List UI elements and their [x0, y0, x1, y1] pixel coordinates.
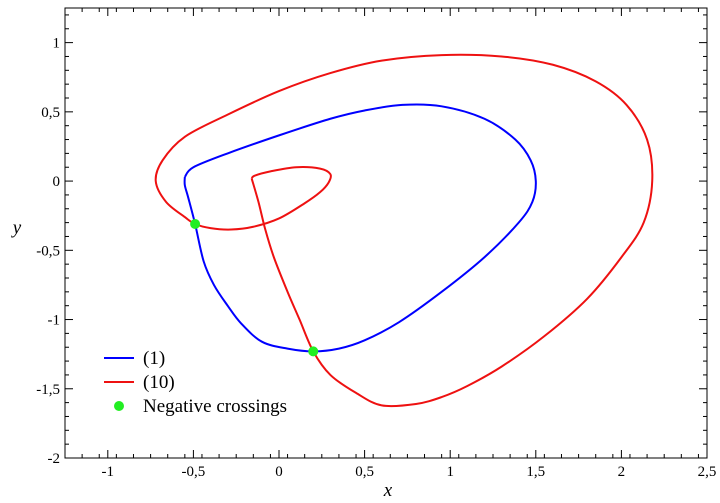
y-tick-label: -2	[48, 451, 61, 467]
y-axis-label: y	[11, 218, 22, 239]
y-tick-labels: -2 -1,5 -1 -0,5 0 0,5 1	[36, 36, 60, 467]
y-tick-label: 0,5	[41, 105, 60, 121]
x-tick-label: 2	[618, 464, 626, 480]
legend-label-series-10: (10)	[143, 372, 175, 393]
y-tick-label: 1	[53, 36, 61, 52]
legend: (1) (10) Negative crossings	[104, 348, 287, 417]
tick-marks	[64, 8, 708, 459]
x-axis-label: x	[383, 480, 393, 501]
plot-series	[154, 53, 654, 408]
crossing-markers	[190, 219, 319, 357]
x-tick-label: 0,5	[355, 464, 374, 480]
x-tick-label: -0,5	[182, 464, 206, 480]
y-tick-label: 0	[53, 174, 61, 190]
x-tick-labels: -1 -0,5 0 0,5 1 1,5 2 2,5	[102, 464, 717, 480]
negative-crossing-point	[308, 346, 319, 357]
legend-swatch-negative-crossings	[114, 401, 124, 411]
legend-label-negative-crossings: Negative crossings	[143, 396, 287, 417]
series-1-curve	[183, 103, 537, 353]
x-tick-label: 2,5	[698, 464, 717, 480]
legend-label-series-1: (1)	[143, 348, 165, 369]
x-tick-label: 1	[446, 464, 454, 480]
series-10-curve	[154, 53, 654, 408]
negative-crossing-point	[190, 219, 201, 229]
x-tick-label: 1,5	[526, 464, 545, 480]
x-tick-label: 0	[275, 464, 283, 480]
x-tick-label: -1	[102, 464, 115, 480]
y-tick-label: -1	[48, 313, 61, 329]
y-tick-label: -0,5	[36, 243, 60, 259]
plot-frame	[64, 7, 708, 459]
y-tick-label: -1,5	[36, 382, 60, 398]
